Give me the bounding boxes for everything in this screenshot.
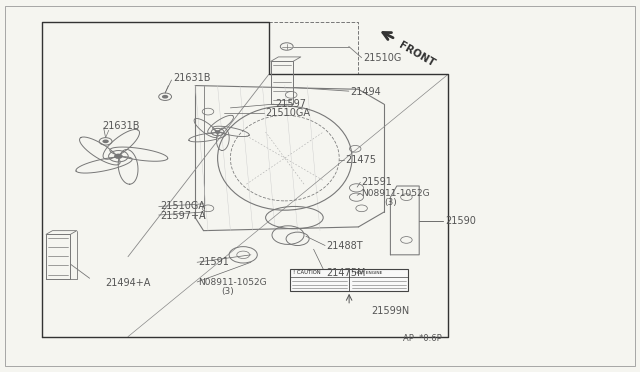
Text: 21510G: 21510G [363, 53, 401, 62]
Text: 21510GA: 21510GA [266, 109, 310, 118]
Text: 21510GA: 21510GA [160, 202, 205, 211]
Text: (3): (3) [221, 287, 234, 296]
Text: 21599N: 21599N [371, 306, 410, 315]
Circle shape [162, 95, 168, 99]
Text: 21597+A: 21597+A [160, 211, 205, 221]
Text: 21591: 21591 [362, 177, 392, 187]
Text: 21475M: 21475M [326, 269, 366, 278]
Text: N08911-1052G: N08911-1052G [362, 189, 430, 198]
Bar [290, 269, 408, 291]
Circle shape [215, 131, 220, 134]
Circle shape [115, 154, 122, 158]
Text: AP  *0.6P: AP *0.6P [403, 334, 442, 343]
Text: (3): (3) [384, 198, 397, 207]
Text: 21494: 21494 [351, 87, 381, 97]
Text: FRONT: FRONT [397, 40, 436, 69]
Text: 21597: 21597 [275, 99, 306, 109]
Text: 21631B: 21631B [173, 73, 211, 83]
Text: 21590: 21590 [445, 217, 476, 226]
Text: 21475: 21475 [346, 155, 376, 165]
Text: ! CAUTION: ! CAUTION [293, 270, 321, 275]
Text: 21631B: 21631B [102, 122, 140, 131]
Text: N08911-1052G: N08911-1052G [198, 278, 267, 287]
Text: ! HOT ENGINE: ! HOT ENGINE [352, 270, 382, 275]
Text: 21591: 21591 [198, 257, 229, 267]
Circle shape [102, 140, 109, 143]
Text: 21488T: 21488T [326, 241, 363, 250]
Text: 21494+A: 21494+A [106, 278, 151, 288]
